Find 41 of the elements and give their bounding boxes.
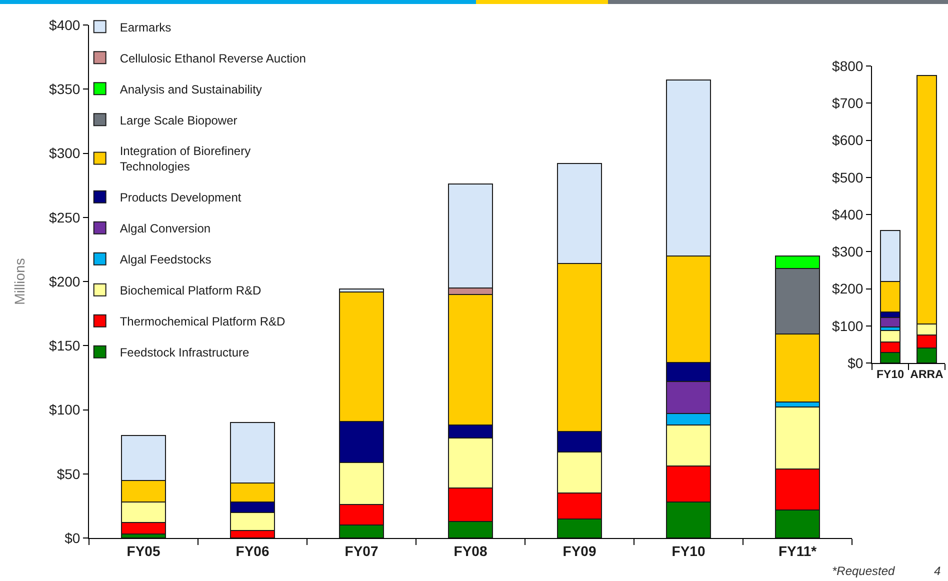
y-axis-title: Millions [12, 258, 28, 305]
x-tick-label: FY10 [672, 542, 706, 559]
y-tick-label: $400 [49, 16, 80, 33]
y-tick-label: $250 [49, 209, 80, 226]
legend-label: Earmarks [120, 20, 172, 34]
legend-label: Feedstock Infrastructure [120, 346, 250, 360]
legend-label: Integration of Biorefinery Technologies [120, 144, 251, 174]
y-tick-label: $300 [832, 244, 864, 260]
text: *Requested [832, 564, 896, 578]
y-tick-label: $0 [64, 530, 80, 546]
y-tick-label: $100 [49, 402, 80, 418]
x-tick-label: FY09 [562, 542, 596, 559]
y-tick-label: $600 [832, 132, 864, 148]
y-tick-label: $700 [832, 95, 864, 112]
y-tick-label: $0 [848, 354, 864, 371]
y-tick-label: $50 [56, 466, 80, 482]
y-tick-label: $100 [832, 318, 864, 334]
x-tick-label: FY07 [344, 542, 378, 559]
legend-label: Biochemical Platform R&D [120, 284, 262, 298]
y-tick-label: $350 [49, 81, 80, 98]
legend-label: Large Scale Biopower [120, 113, 238, 128]
y-tick-label: $800 [832, 58, 864, 74]
y-tick-label: $300 [49, 145, 80, 162]
legend-label: Cellulosic Ethanol Reverse Auction [120, 51, 306, 66]
legend-label: Thermochemical Platform R&D [120, 314, 286, 329]
y-tick-label: $200 [49, 273, 80, 290]
y-tick-label: $150 [49, 338, 80, 354]
y-tick-label: $200 [832, 280, 864, 297]
x-tick-label: FY06 [236, 542, 270, 559]
x-tick-label: FY10 [876, 368, 904, 381]
legend-label: Algal Conversion [120, 222, 211, 236]
y-tick-label: $400 [832, 206, 864, 222]
x-tick-label: FY05 [126, 542, 160, 559]
text: 4 [934, 564, 941, 578]
y-tick-label: $500 [832, 169, 864, 186]
x-tick-label: FY11* [778, 542, 818, 559]
legend-label: Algal Feedstocks [120, 252, 212, 267]
x-tick-label: ARRA [910, 368, 944, 381]
legend-label: Products Development [120, 190, 242, 205]
legend-label: Analysis and Sustainability [120, 82, 262, 96]
x-tick-label: FY08 [454, 542, 488, 559]
